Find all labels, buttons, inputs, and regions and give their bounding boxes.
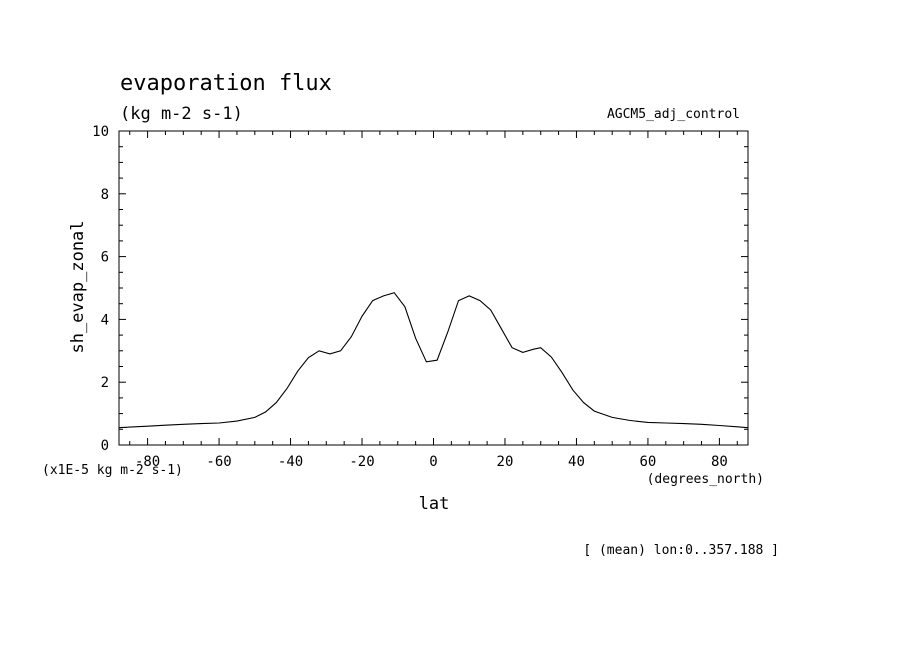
y-tick-label: 2 (101, 375, 109, 391)
x-tick-label: 40 (568, 454, 585, 470)
x-tick-label: 80 (711, 454, 728, 470)
x-tick-label: 0 (429, 454, 437, 470)
y-tick-label: 8 (101, 187, 109, 203)
series-line (118, 292, 749, 429)
plot-frame (118, 130, 749, 446)
y-tick-label: 10 (92, 124, 109, 140)
y-axis-label: sh_evap_zonal (68, 220, 88, 353)
x-tick-label: -60 (206, 454, 231, 470)
chart-title: evaporation flux (120, 71, 332, 96)
y-axis-units: (x1E-5 kg m-2 s-1) (42, 463, 183, 478)
footnote: [ (mean) lon:0..357.188 ] (583, 543, 779, 558)
x-tick-label: 20 (497, 454, 514, 470)
x-tick-label: -40 (278, 454, 303, 470)
plot-area (118, 292, 749, 429)
x-tick-label: -80 (135, 454, 160, 470)
x-tick-label: -20 (349, 454, 374, 470)
axes: -80 -60 -40 -20 0 20 40 60 80 0 2 4 6 8 10 (92, 124, 749, 470)
chart-subtitle: (kg m-2 s-1) (120, 104, 243, 124)
y-tick-label: 4 (101, 312, 109, 328)
x-tick-label: 60 (640, 454, 657, 470)
y-tick-label: 6 (101, 250, 109, 266)
y-tick-label: 0 (101, 438, 109, 454)
x-axis-units: (degrees_north) (647, 472, 764, 487)
dataset-label: AGCM5_adj_control (607, 107, 740, 122)
x-axis-label: lat (419, 494, 450, 514)
